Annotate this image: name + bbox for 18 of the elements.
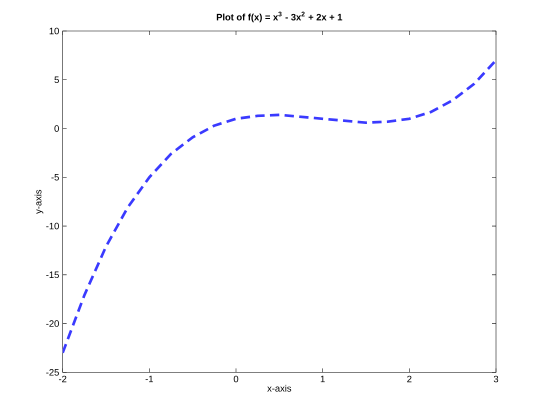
y-axis-title: y-axis	[34, 190, 44, 214]
y-tick-label: 5	[54, 76, 59, 84]
y-tick-label: -15	[46, 272, 59, 278]
y-tick-label: 0	[54, 125, 59, 132]
x-tick-label: 3	[494, 376, 498, 382]
y-tick-label: -25	[46, 369, 59, 376]
x-tick-label: -1	[146, 376, 154, 382]
x-tick-label: -2	[58, 376, 66, 382]
x-tick-label: 0	[234, 376, 238, 382]
y-tick-label: -10	[46, 222, 59, 230]
x-tick-label: 1	[320, 376, 325, 382]
y-tick-label: -5	[51, 174, 59, 181]
chart-title: Plot of f(x) = x$^{3}$ - 3x$^{2}$ + 2x + 1	[216, 12, 342, 22]
x-tick-label: 2	[407, 376, 412, 382]
x-axis-title: x-axis	[267, 384, 292, 392]
y-tick-label: 10	[50, 28, 59, 34]
line-series	[62, 58, 496, 354]
y-tick-label: -20	[46, 320, 59, 327]
